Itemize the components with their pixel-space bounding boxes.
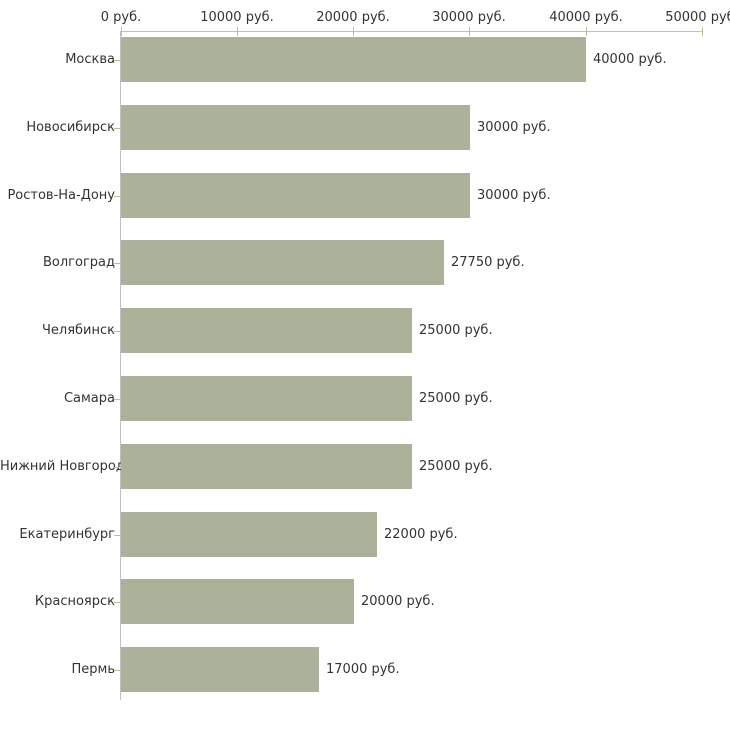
category-label: Челябинск xyxy=(41,323,115,338)
category-label: Москва xyxy=(65,52,115,67)
y-tick-mark xyxy=(114,196,120,197)
bar-6 xyxy=(121,376,412,421)
category-label: Ростов-На-Дону xyxy=(7,188,115,203)
x-tick-label: 50000 руб. xyxy=(665,10,730,25)
bar-9 xyxy=(121,579,354,624)
x-axis-line xyxy=(120,31,702,32)
bar-value-label: 25000 руб. xyxy=(419,323,493,338)
bar-8 xyxy=(121,512,377,557)
x-tick-mark xyxy=(586,27,587,36)
bar-value-label: 40000 руб. xyxy=(593,52,667,67)
x-tick-label: 30000 руб. xyxy=(432,10,506,25)
x-tick-mark xyxy=(353,27,354,36)
x-tick-label: 40000 руб. xyxy=(549,10,623,25)
bar-2 xyxy=(121,105,470,150)
x-tick-mark xyxy=(469,27,470,36)
x-tick-label: 20000 руб. xyxy=(316,10,390,25)
y-tick-mark xyxy=(114,263,120,264)
bar-value-label: 30000 руб. xyxy=(477,120,551,135)
bar-value-label: 22000 руб. xyxy=(384,527,458,542)
category-label: Волгоград xyxy=(42,255,115,270)
x-tick-label: 0 руб. xyxy=(100,10,142,25)
x-tick-mark xyxy=(237,27,238,36)
bar-value-label: 25000 руб. xyxy=(419,391,493,406)
y-tick-mark xyxy=(114,670,120,671)
y-tick-mark xyxy=(114,399,120,400)
bar-value-label: 27750 руб. xyxy=(451,255,525,270)
category-label: Нижний Новгород xyxy=(0,459,125,474)
x-tick-mark xyxy=(121,27,122,36)
y-tick-mark xyxy=(114,128,120,129)
bar-1 xyxy=(121,37,586,82)
bar-4 xyxy=(121,240,444,285)
x-tick-mark xyxy=(702,27,703,36)
category-label: Новосибирск xyxy=(26,120,115,135)
bar-3 xyxy=(121,173,470,218)
category-label: Самара xyxy=(63,391,115,406)
bar-7 xyxy=(121,444,412,489)
y-tick-mark xyxy=(114,331,120,332)
category-label: Екатеринбург xyxy=(19,527,115,542)
bar-value-label: 30000 руб. xyxy=(477,188,551,203)
bar-value-label: 20000 руб. xyxy=(361,594,435,609)
y-axis-line xyxy=(120,31,121,700)
y-tick-mark xyxy=(114,467,120,468)
y-tick-mark xyxy=(114,535,120,536)
x-tick-label: 10000 руб. xyxy=(200,10,274,25)
y-tick-mark xyxy=(114,602,120,603)
category-label: Пермь xyxy=(71,662,116,677)
y-tick-mark xyxy=(114,60,120,61)
category-label: Красноярск xyxy=(34,594,115,609)
bar-value-label: 17000 руб. xyxy=(326,662,400,677)
bar-10 xyxy=(121,647,319,692)
bar-value-label: 25000 руб. xyxy=(419,459,493,474)
bar-5 xyxy=(121,308,412,353)
